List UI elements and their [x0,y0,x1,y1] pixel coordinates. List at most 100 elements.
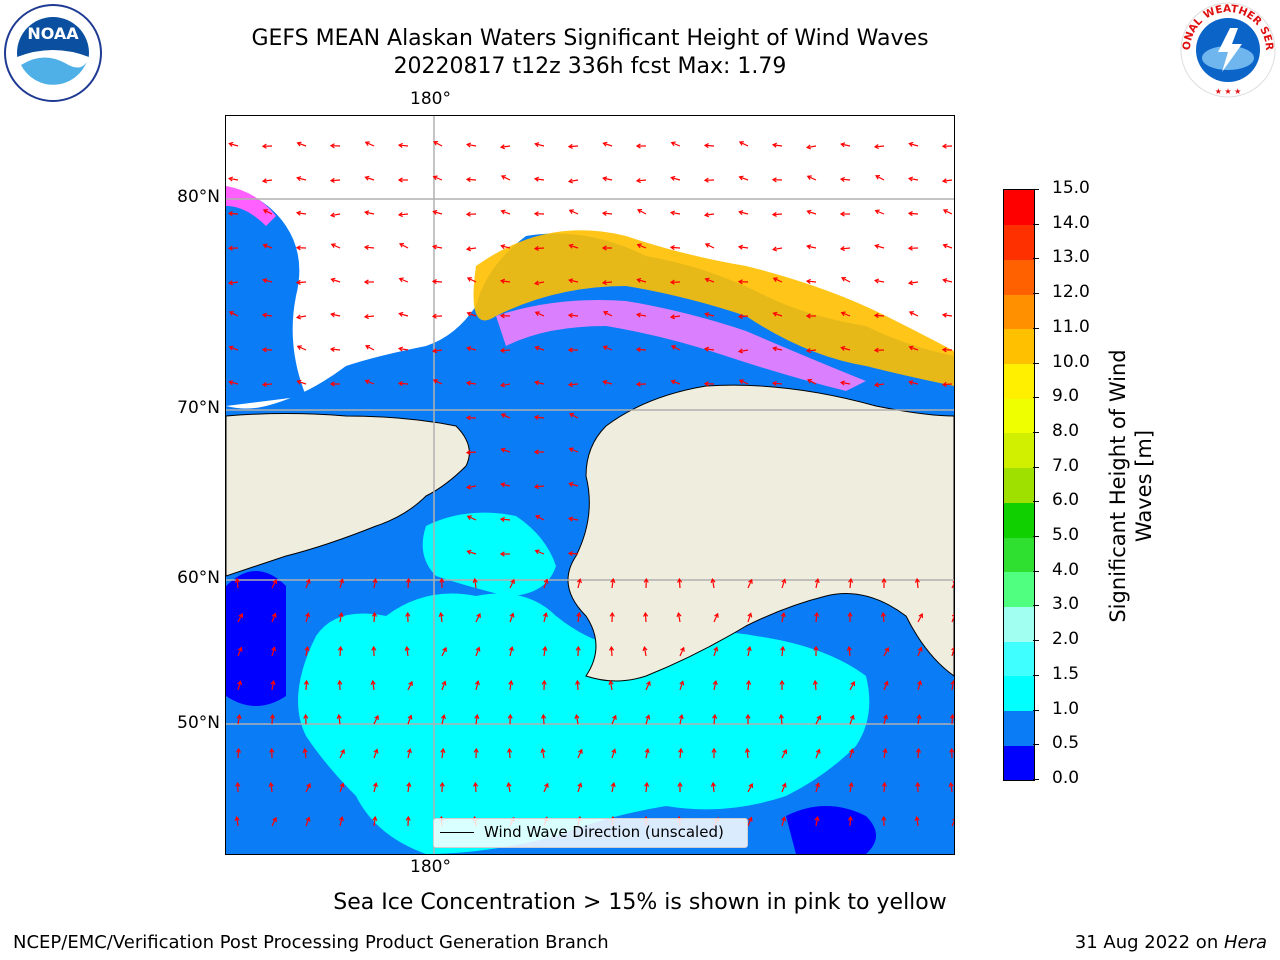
wave-direction-arrow [645,715,650,725]
wave-direction-arrow [237,748,240,759]
wave-direction-arrow [535,281,545,285]
colorbar-segment [1004,259,1034,295]
wave-direction-arrowhead [542,645,548,652]
wave-direction-arrowhead [500,447,506,453]
wave-direction-arrowhead [907,211,913,217]
wave-direction-arrow [841,143,851,147]
wave-direction-arrowhead [601,280,607,286]
colorbar-tick [1033,293,1039,295]
colorbar-segment [1004,502,1034,538]
wave-direction-arrow [433,141,443,147]
wave-direction-arrow [568,314,579,317]
wave-direction-arrow [467,247,477,250]
wave-direction-arrow [263,244,273,249]
wave-direction-arrow [814,680,817,691]
wave-direction-arrowhead [873,278,880,284]
wave-direction-arrow [373,579,377,589]
wave-direction-arrow [331,213,341,217]
wave-direction-arrow [270,783,273,793]
wave-direction-arrow [747,783,753,793]
wave-direction-arrowhead [642,645,648,652]
wave-direction-arrowhead [303,679,309,685]
colorbar-segment [1004,190,1034,226]
wave-direction-arrowhead [499,313,505,319]
wave-direction-arrowhead [738,379,744,384]
wave-direction-arrow [849,783,853,793]
wave-direction-arrowhead [540,747,546,754]
wave-direction-arrowhead [737,313,743,319]
wave-direction-arrow [747,680,750,691]
wave-direction-arrowhead [873,144,879,150]
colorbar-segment [1004,537,1034,573]
footer-date-text: 31 Aug 2022 on [1074,932,1224,953]
wave-direction-arrowhead [262,278,268,284]
wave-direction-arrowhead [738,141,744,146]
wave-direction-arrow [432,280,443,283]
wave-direction-arrowhead [371,611,377,617]
wave-direction-arrow [848,646,851,657]
colorbar-title-wrap: Significant Height of Wind Waves [m] [1096,330,1166,650]
wave-direction-arrow [237,715,241,725]
svg-text:NOAA: NOAA [27,24,79,43]
wave-direction-arrow [917,715,921,725]
wave-direction-arrow [305,680,308,691]
wave-direction-arrow [501,483,511,487]
wave-direction-arrowhead [635,178,641,184]
wave-direction-arrowhead [781,578,787,584]
colorbar-tick-label: 6.0 [1052,490,1080,511]
wave-direction-arrow [943,279,953,283]
wave-direction-arrow [398,213,409,216]
wave-direction-arrowhead [704,243,710,248]
colorbar-tick-label: 15.0 [1052,178,1090,198]
wave-direction-arrowhead [268,781,274,788]
wave-direction-arrow [883,715,888,725]
wave-direction-arrowhead [643,611,649,617]
wave-direction-arrow [467,485,477,489]
map-panel [225,115,955,855]
wave-direction-arrowhead [841,276,847,282]
wave-direction-arrow [297,315,307,319]
wave-direction-arrowhead [839,211,845,217]
wave-direction-arrow [229,311,239,317]
wave-direction-arrowhead [873,313,879,319]
wave-direction-arrow [365,141,375,147]
wave-direction-arrowhead [645,714,651,720]
wave-direction-arrowhead [949,713,954,719]
wave-direction-arrowhead [914,577,920,583]
wave-direction-arrowhead [568,209,574,214]
wave-direction-arrowhead [499,516,505,522]
wave-direction-arrow [373,612,376,623]
wave-direction-arrowhead [271,612,277,618]
wave-direction-arrowhead [908,141,914,147]
wave-direction-arrow [500,518,511,521]
wave-direction-arrowhead [908,311,914,316]
wave-direction-arrow [909,346,919,351]
wave-direction-arrowhead [406,748,412,754]
wave-direction-arrowhead [812,679,818,685]
wave-direction-arrow [781,783,786,793]
wave-direction-arrow [705,278,715,283]
wave-direction-arrowhead [227,245,233,251]
colorbar-tick-label: 14.0 [1052,212,1090,233]
wave-direction-arrowhead [669,279,675,285]
wave-direction-arrow [943,244,953,249]
wave-direction-arrowhead [567,551,573,557]
wave-direction-arrowhead [748,578,753,584]
wave-direction-arrowhead [635,143,641,149]
wave-direction-arrow [951,820,954,827]
wave-direction-arrowhead [941,178,948,184]
wave-direction-arrow [433,349,443,352]
wave-direction-arrow [603,142,613,147]
colorbar-tick [1033,466,1039,468]
wave-direction-arrowhead [227,280,234,286]
wave-direction-arrowhead [261,178,268,184]
wave-direction-arrowhead [238,613,244,619]
wave-direction-arrowhead [669,245,675,251]
wave-direction-arrowhead [465,142,472,148]
wave-direction-arrow [568,145,579,148]
wave-direction-arrow [509,579,515,589]
wave-direction-arrowhead [636,277,642,283]
wave-direction-arrow [951,615,954,623]
wave-direction-arrow [365,380,375,385]
wave-direction-arrowhead [806,209,812,215]
